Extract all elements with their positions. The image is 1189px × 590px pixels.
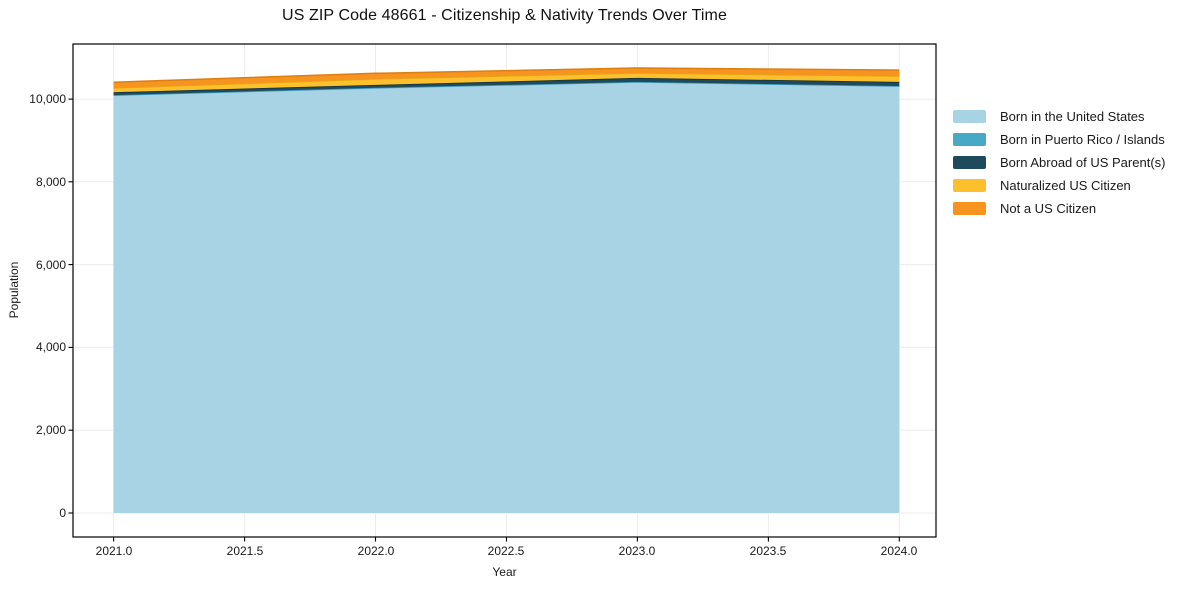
x-tick-label: 2023.0 <box>618 544 656 558</box>
x-axis-label: Year <box>492 565 517 579</box>
legend: Born in the United States Born in Puerto … <box>953 105 1165 220</box>
area-edge-born-in-puerto-rico-islands <box>113 81 900 96</box>
area-born-in-puerto-rico-islands <box>113 81 900 96</box>
y-tick-label: 2,000 <box>35 423 66 437</box>
legend-item-born-abroad-of-us-parent-s: Born Abroad of US Parent(s) <box>953 151 1165 174</box>
legend-item-not-a-us-citizen: Not a US Citizen <box>953 197 1165 220</box>
plot-border <box>72 43 937 538</box>
legend-item-naturalized-us-citizen: Naturalized US Citizen <box>953 174 1165 197</box>
x-tick-label: 2021.5 <box>226 544 264 558</box>
x-tick-label: 2022.5 <box>487 544 525 558</box>
area-naturalized-us-citizen <box>113 73 900 93</box>
area-edge-not-a-us-citizen <box>113 67 900 83</box>
y-tick-label: 10,000 <box>29 92 66 106</box>
legend-item-born-in-puerto-rico-islands: Born in Puerto Rico / Islands <box>953 128 1165 151</box>
area-not-a-us-citizen <box>113 68 900 88</box>
area-born-in-the-united-states <box>113 82 900 513</box>
legend-swatch <box>953 202 986 215</box>
x-tick-label: 2023.5 <box>749 544 787 558</box>
x-tick-label: 2021.0 <box>95 544 133 558</box>
legend-label: Born Abroad of US Parent(s) <box>1000 155 1166 170</box>
x-tick-label: 2022.0 <box>357 544 395 558</box>
legend-label: Born in Puerto Rico / Islands <box>1000 132 1165 147</box>
legend-label: Born in the United States <box>1000 109 1145 124</box>
legend-swatch <box>953 156 986 169</box>
legend-swatch <box>953 133 986 146</box>
area-edge-naturalized-us-citizen <box>113 72 900 89</box>
legend-label: Naturalized US Citizen <box>1000 178 1131 193</box>
chart-title: US ZIP Code 48661 - Citizenship & Nativi… <box>282 7 727 24</box>
area-born-abroad-of-us-parent-s <box>113 77 900 96</box>
area-edge-born-abroad-of-us-parent-s <box>113 77 900 93</box>
y-tick-label: 6,000 <box>35 258 66 272</box>
y-tick-label: 4,000 <box>35 340 66 354</box>
legend-item-born-in-the-united-states: Born in the United States <box>953 105 1165 128</box>
legend-swatch <box>953 110 986 123</box>
y-tick-label: 0 <box>59 506 66 520</box>
legend-label: Not a US Citizen <box>1000 201 1097 216</box>
area-edge-born-in-the-united-states <box>113 81 900 97</box>
legend-swatch <box>953 179 986 192</box>
y-tick-label: 8,000 <box>35 175 66 189</box>
x-tick-label: 2024.0 <box>880 544 918 558</box>
